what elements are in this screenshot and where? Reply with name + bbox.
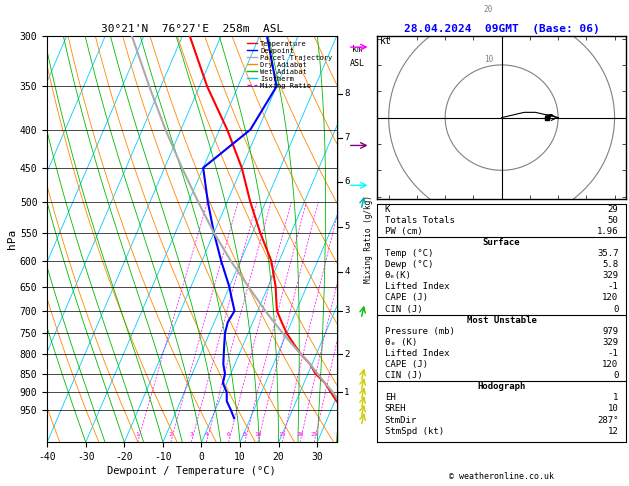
Text: 1.96: 1.96 (597, 227, 618, 236)
Text: 4: 4 (204, 433, 208, 437)
Text: 7: 7 (344, 133, 350, 142)
Text: SREH: SREH (385, 404, 406, 414)
Text: 0: 0 (613, 371, 618, 380)
Text: 28.04.2024  09GMT  (Base: 06): 28.04.2024 09GMT (Base: 06) (404, 24, 599, 34)
Text: Hodograph: Hodograph (477, 382, 526, 391)
Text: © weatheronline.co.uk: © weatheronline.co.uk (449, 472, 554, 481)
Text: Lifted Index: Lifted Index (385, 282, 449, 292)
Text: 120: 120 (603, 294, 618, 302)
Text: 8: 8 (344, 89, 350, 98)
Text: 329: 329 (603, 338, 618, 347)
Text: StmDir: StmDir (385, 416, 417, 425)
Text: ASL: ASL (350, 59, 365, 68)
Text: 329: 329 (603, 271, 618, 280)
Text: 6: 6 (344, 177, 350, 186)
Text: 5.8: 5.8 (603, 260, 618, 269)
Text: Lifted Index: Lifted Index (385, 349, 449, 358)
Text: 10: 10 (254, 433, 262, 437)
Text: 287°: 287° (597, 416, 618, 425)
Text: StmSpd (kt): StmSpd (kt) (385, 427, 444, 435)
Text: 20: 20 (484, 5, 493, 14)
Text: Dewp (°C): Dewp (°C) (385, 260, 433, 269)
Text: 29: 29 (608, 205, 618, 214)
Text: 1: 1 (613, 393, 618, 402)
Text: 3: 3 (344, 306, 350, 315)
Text: Pressure (mb): Pressure (mb) (385, 327, 455, 336)
Text: θₑ (K): θₑ (K) (385, 338, 417, 347)
Text: Surface: Surface (483, 238, 520, 247)
Text: CIN (J): CIN (J) (385, 305, 423, 313)
Text: CAPE (J): CAPE (J) (385, 360, 428, 369)
Text: 10: 10 (484, 55, 493, 64)
Text: 12: 12 (608, 427, 618, 435)
Text: 35.7: 35.7 (597, 249, 618, 258)
Text: 979: 979 (603, 327, 618, 336)
Legend: Temperature, Dewpoint, Parcel Trajectory, Dry Adiabat, Wet Adiabat, Isotherm, Mi: Temperature, Dewpoint, Parcel Trajectory… (244, 38, 335, 92)
Text: K: K (385, 205, 390, 214)
Text: km: km (352, 45, 362, 53)
Text: Most Unstable: Most Unstable (467, 316, 537, 325)
Text: 50: 50 (608, 216, 618, 225)
Y-axis label: hPa: hPa (7, 229, 17, 249)
Text: 4: 4 (344, 267, 350, 276)
Text: Totals Totals: Totals Totals (385, 216, 455, 225)
Text: 120: 120 (603, 360, 618, 369)
Text: 5: 5 (344, 223, 350, 231)
Text: 20: 20 (296, 433, 304, 437)
Text: -1: -1 (608, 282, 618, 292)
Text: EH: EH (385, 393, 396, 402)
Text: 10: 10 (608, 404, 618, 414)
Text: 30°21'N  76°27'E  258m  ASL: 30°21'N 76°27'E 258m ASL (101, 24, 283, 34)
Text: Temp (°C): Temp (°C) (385, 249, 433, 258)
Text: 6: 6 (226, 433, 230, 437)
Text: kt: kt (380, 36, 392, 46)
Text: 1: 1 (136, 433, 140, 437)
Text: PW (cm): PW (cm) (385, 227, 423, 236)
Text: 2: 2 (344, 349, 350, 359)
Text: 0: 0 (613, 305, 618, 313)
Text: 8: 8 (243, 433, 247, 437)
Text: CAPE (J): CAPE (J) (385, 294, 428, 302)
Text: -1: -1 (608, 349, 618, 358)
Text: 1: 1 (344, 388, 350, 397)
Text: 2: 2 (169, 433, 173, 437)
Text: θₑ(K): θₑ(K) (385, 271, 412, 280)
Text: 3: 3 (189, 433, 193, 437)
Text: 25: 25 (311, 433, 318, 437)
X-axis label: Dewpoint / Temperature (°C): Dewpoint / Temperature (°C) (108, 466, 276, 476)
Text: CIN (J): CIN (J) (385, 371, 423, 380)
Text: 15: 15 (279, 433, 286, 437)
Text: Mixing Ratio (g/kg): Mixing Ratio (g/kg) (364, 195, 373, 283)
